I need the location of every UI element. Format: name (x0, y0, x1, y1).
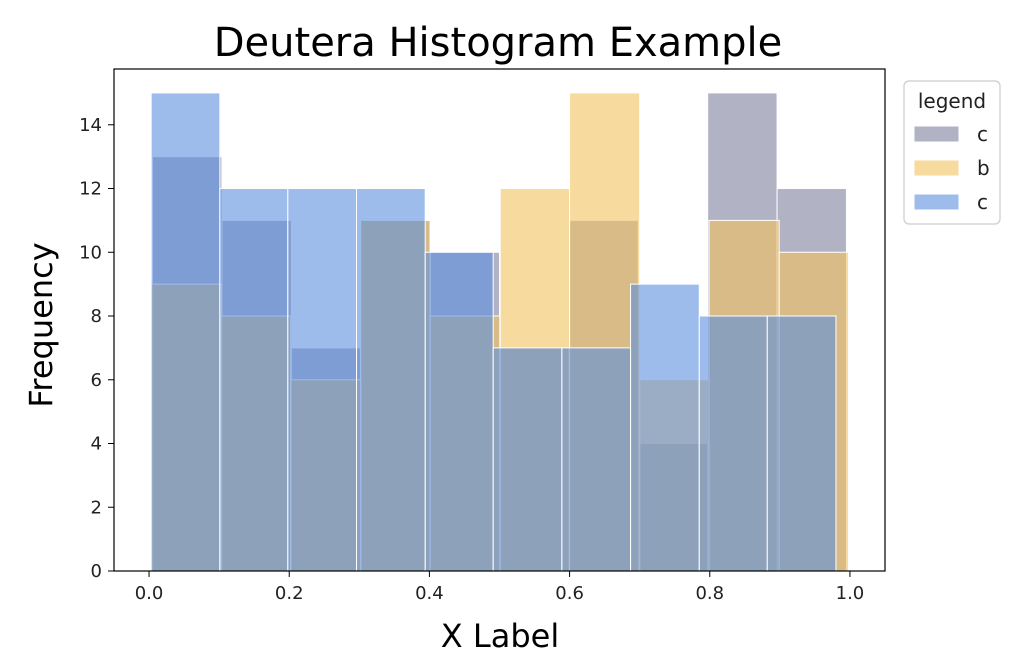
x-tick-label: 0.6 (555, 583, 584, 604)
legend-box (903, 80, 1001, 225)
bar-series-3-bin-2 (219, 188, 289, 572)
bar-series-3-bin-1 (150, 92, 221, 572)
y-axis-label: Frequency (22, 242, 60, 407)
legend-items: cbc (913, 122, 990, 214)
x-axis-label: X Label (441, 617, 559, 655)
bar-series-3-bin-8 (630, 283, 700, 572)
y-tick-label: 12 (79, 179, 102, 200)
x-tick-label: 0.8 (695, 583, 724, 604)
y-tick-label: 10 (79, 242, 102, 263)
y-tick-label: 0 (91, 561, 102, 582)
legend-swatch-1 (913, 125, 960, 143)
bar-series-3-bin-9 (698, 315, 768, 572)
legend-swatch-2 (913, 159, 960, 177)
y-axis-ticks: 0 2 4 6 8 10 12 14 (79, 115, 114, 582)
y-tick-label: 14 (79, 115, 102, 136)
x-tick-label: 0.0 (135, 583, 164, 604)
x-tick-label: 0.4 (415, 583, 444, 604)
bar-series-3-bin-5 (424, 251, 494, 572)
legend-swatch-3 (913, 193, 960, 211)
legend-label-3: c (977, 190, 988, 214)
plot-frame (113, 68, 886, 572)
bar-series-3-bin-10 (766, 315, 837, 572)
legend-label-1: c (977, 122, 988, 146)
y-tick-label: 2 (91, 497, 102, 518)
y-tick-label: 8 (91, 306, 102, 327)
legend: legend cbc (903, 80, 1001, 225)
bar-series-3-bin-7 (561, 347, 632, 572)
y-tick-label: 6 (91, 370, 102, 391)
bar-series-3-bin-3 (287, 188, 358, 572)
bar-series-3-bin-6 (492, 347, 563, 572)
bars-layer (150, 92, 850, 572)
x-axis-ticks: 0.0 0.2 0.4 0.6 0.8 1.0 (135, 571, 865, 604)
x-tick-label: 1.0 (836, 583, 865, 604)
x-tick-label: 0.2 (275, 583, 304, 604)
legend-label-2: b (977, 156, 990, 180)
y-tick-label: 4 (91, 434, 102, 455)
bar-series-3-bin-4 (356, 188, 426, 572)
legend-title: legend (918, 89, 986, 113)
chart-title: Deutera Histogram Example (214, 20, 782, 66)
